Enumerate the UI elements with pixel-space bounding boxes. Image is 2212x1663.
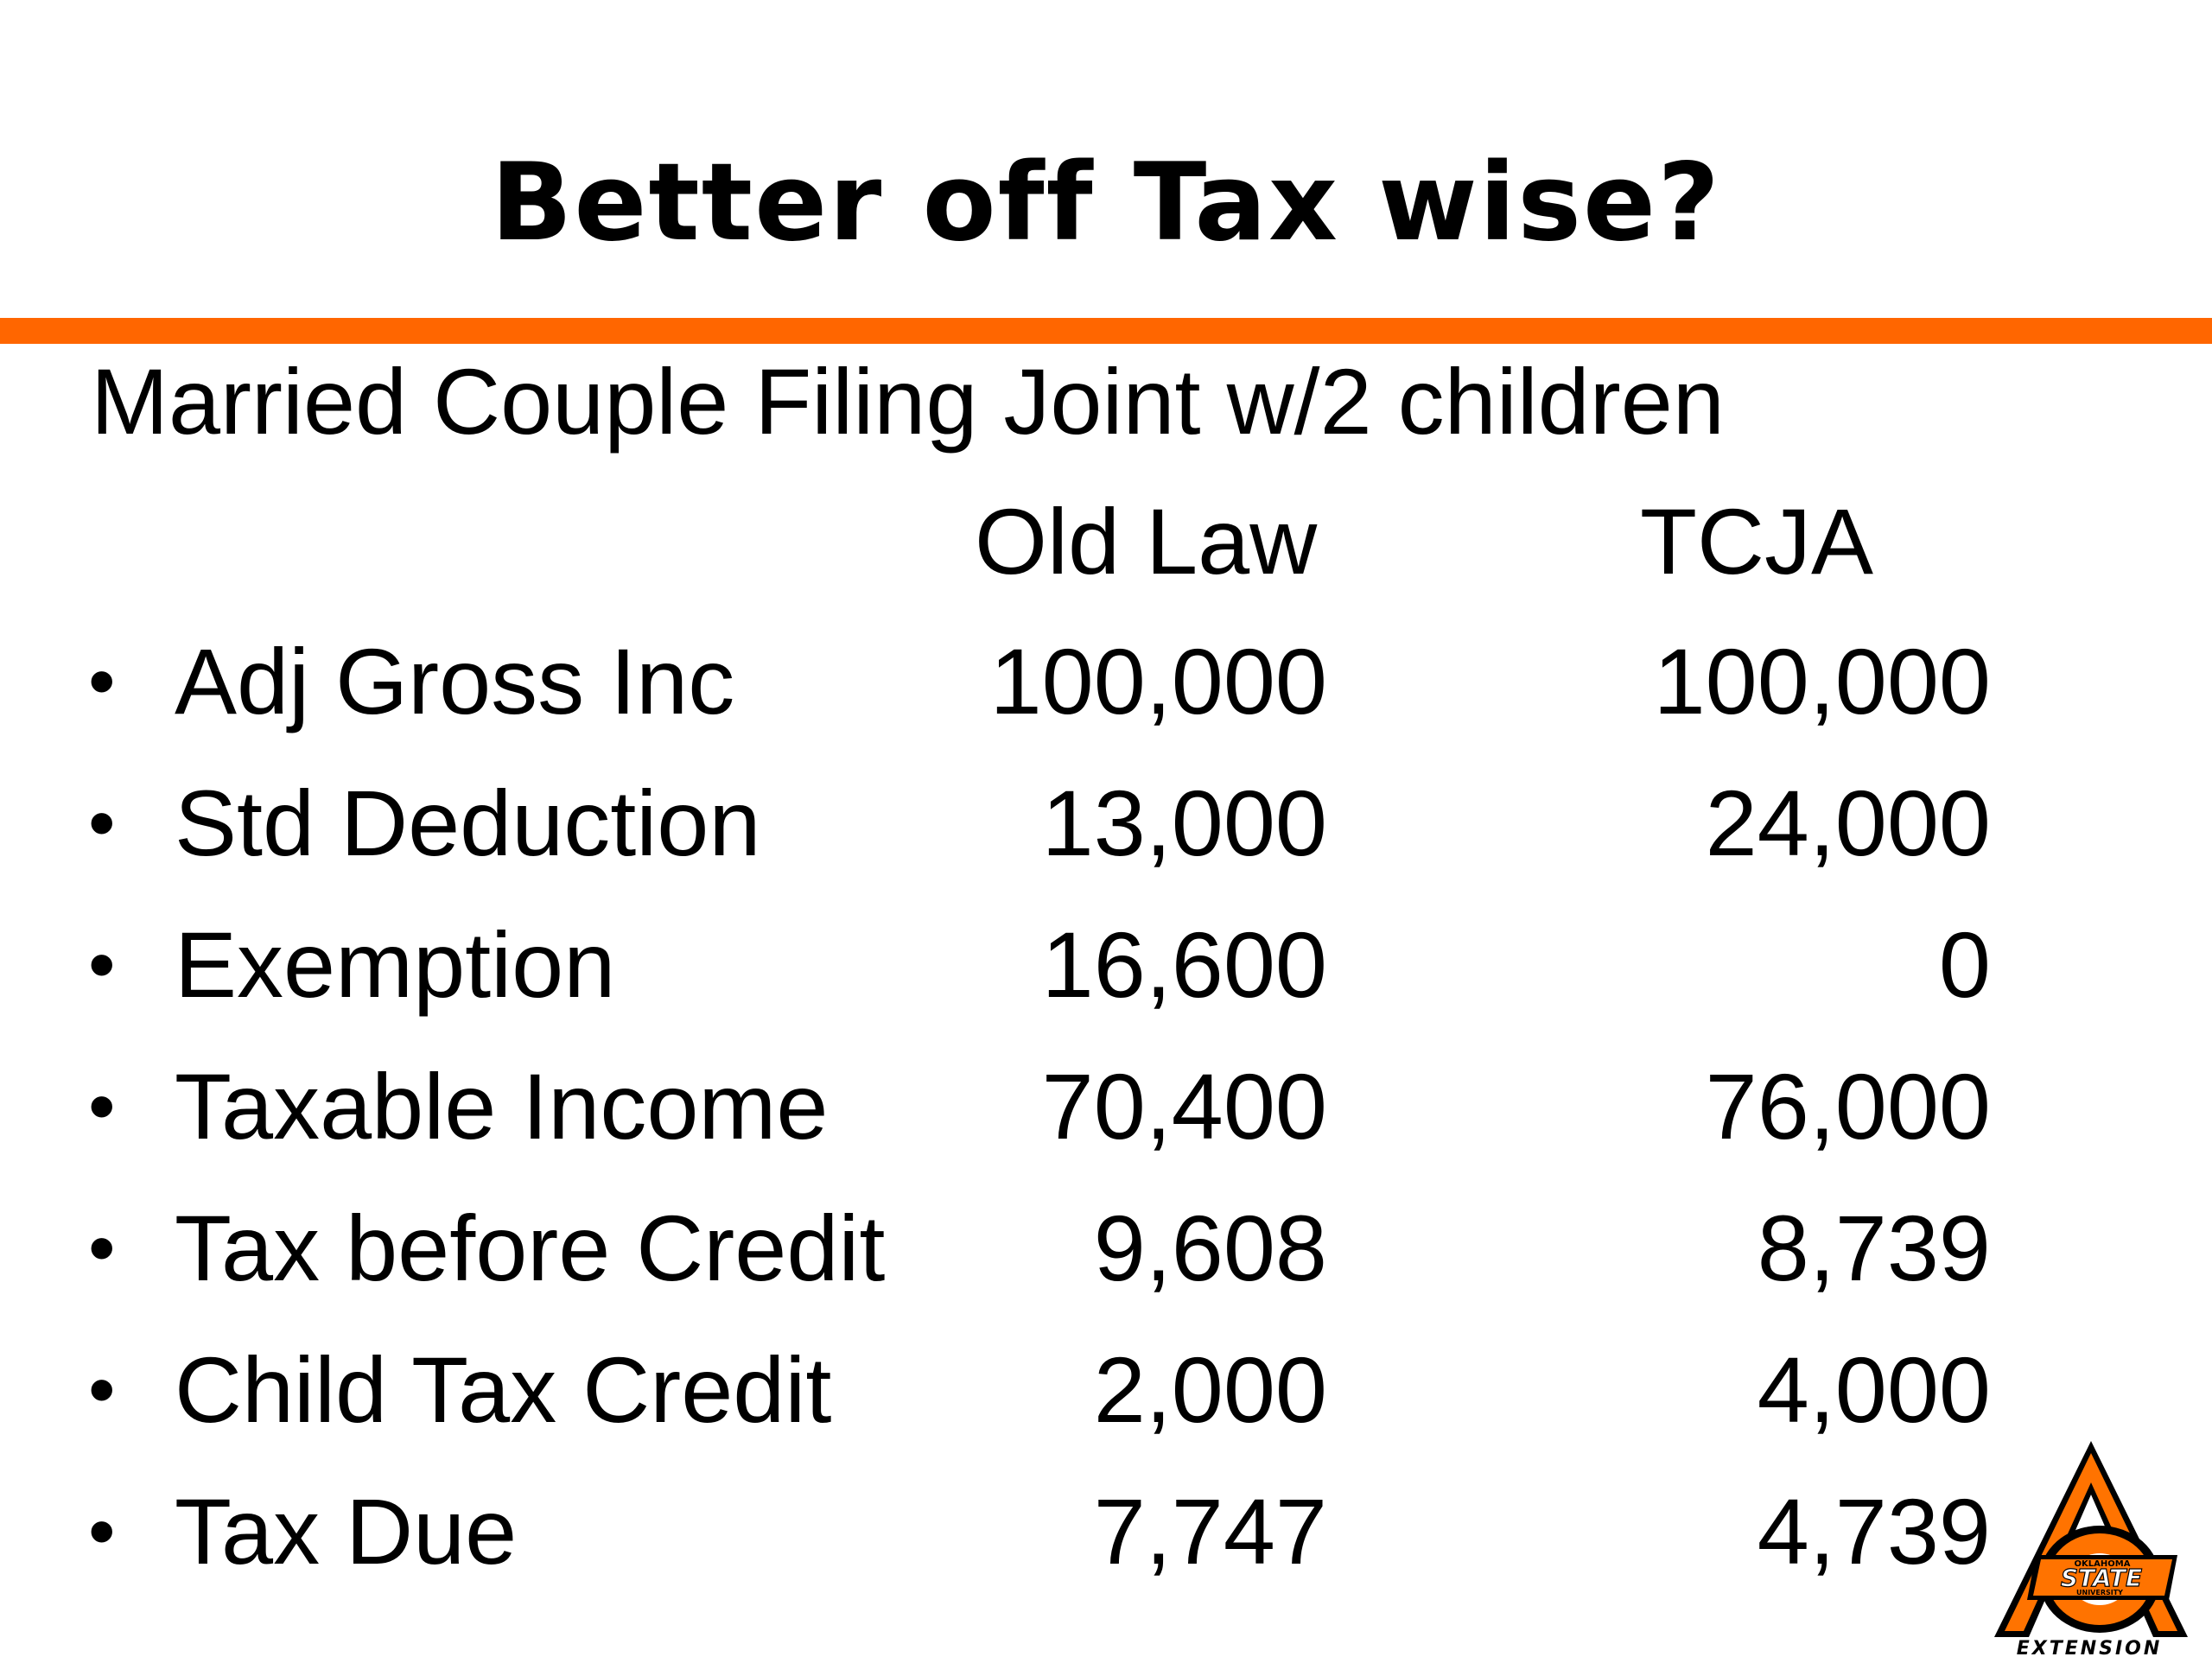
bullet-icon: • xyxy=(88,1205,116,1292)
logo-caption: EXTENSION xyxy=(2017,1638,2163,1659)
bullet-icon: • xyxy=(88,1488,116,1575)
column-header-old-law: Old Law xyxy=(975,489,1318,593)
bullet-icon: • xyxy=(88,780,116,866)
list-item: • Taxable Income 70,400 76,000 xyxy=(0,1050,2212,1192)
old-law-value: 2,000 xyxy=(1093,1337,1327,1442)
list-item: • Tax before Credit 9,608 8,739 xyxy=(0,1192,2212,1334)
old-law-value: 70,400 xyxy=(1041,1054,1327,1158)
tcja-value: 0 xyxy=(1938,912,1991,1017)
list-item: • Child Tax Credit 2,000 4,000 xyxy=(0,1334,2212,1476)
old-law-value: 13,000 xyxy=(1041,771,1327,875)
old-law-value: 9,608 xyxy=(1093,1196,1327,1300)
row-label: Taxable Income xyxy=(175,1054,829,1158)
row-label: Tax before Credit xyxy=(175,1196,886,1300)
bullet-icon: • xyxy=(88,638,116,725)
row-label: Exemption xyxy=(175,912,616,1017)
list-item: • Adj Gross Inc 100,000 100,000 xyxy=(0,625,2212,767)
old-law-value: 7,747 xyxy=(1093,1479,1327,1584)
logo-main-text: STATE xyxy=(2061,1564,2142,1592)
logo-top-text: OKLAHOMA xyxy=(2075,1559,2131,1569)
bullet-icon: • xyxy=(88,922,116,1008)
old-law-value: 16,600 xyxy=(1041,912,1327,1017)
list-item: • Exemption 16,600 0 xyxy=(0,909,2212,1050)
osu-extension-logo: OKLAHOMA STATE UNIVERSITY EXTENSION xyxy=(1961,1434,2212,1660)
list-item: • Tax Due 7,747 4,739 xyxy=(0,1476,2212,1617)
bullet-icon: • xyxy=(88,1063,116,1150)
bullet-icon: • xyxy=(88,1347,116,1433)
tcja-value: 4,000 xyxy=(1757,1337,1991,1442)
slide-subtitle: Married Couple Filing Joint w/2 children xyxy=(91,349,1725,454)
row-label: Std Deduction xyxy=(175,771,761,875)
tcja-value: 4,739 xyxy=(1757,1479,1991,1584)
tcja-value: 100,000 xyxy=(1653,629,1991,733)
row-label: Adj Gross Inc xyxy=(175,629,735,733)
tcja-value: 24,000 xyxy=(1705,771,1991,875)
tcja-value: 76,000 xyxy=(1705,1054,1991,1158)
slide-title: Better off Tax wise? xyxy=(490,141,1722,265)
column-header-tcja: TCJA xyxy=(1640,489,1873,593)
old-law-value: 100,000 xyxy=(989,629,1327,733)
tcja-value: 8,739 xyxy=(1757,1196,1991,1300)
list-item: • Std Deduction 13,000 24,000 xyxy=(0,767,2212,909)
comparison-list: • Adj Gross Inc 100,000 100,000 • Std De… xyxy=(0,625,2212,1617)
row-label: Child Tax Credit xyxy=(175,1337,832,1442)
logo-sub-text: UNIVERSITY xyxy=(2076,1589,2123,1596)
row-label: Tax Due xyxy=(175,1479,518,1584)
osu-logo-icon: OKLAHOMA STATE UNIVERSITY EXTENSION xyxy=(1994,1441,2188,1660)
orange-divider xyxy=(0,318,2212,344)
